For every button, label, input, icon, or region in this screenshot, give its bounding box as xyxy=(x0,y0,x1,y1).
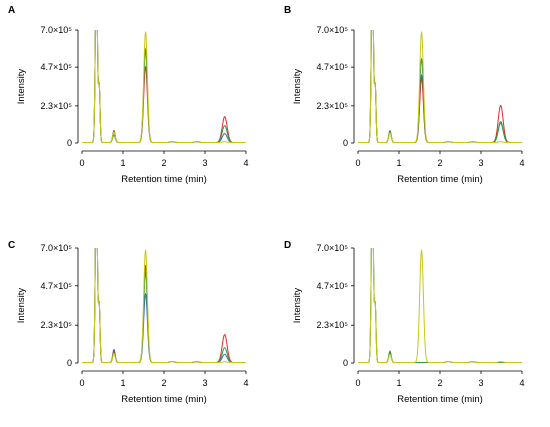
trace-series-2 xyxy=(357,248,523,364)
chart-panel-c: C 0 2.3×10⁵ 4.7×10⁵ 7.0×10⁵ 0 1 2 3 4 Retention ti… xyxy=(8,240,249,405)
y-axis-title: Intensity xyxy=(292,69,303,105)
panel-letter: C xyxy=(8,240,15,251)
panel-letter: B xyxy=(284,5,291,16)
x-tick-label: 0 xyxy=(79,158,84,168)
x-axis-title: Retention time (min) xyxy=(397,174,483,185)
panel-letter: D xyxy=(284,240,291,251)
x-tick-label: 1 xyxy=(120,378,125,388)
trace-series-4 xyxy=(81,30,247,144)
x-axis-title: Retention time (min) xyxy=(397,394,483,405)
x-tick-label: 3 xyxy=(202,158,207,168)
y-tick-label: 4.7×10⁵ xyxy=(40,62,72,72)
x-tick-label: 3 xyxy=(202,378,207,388)
y-tick-label: 7.0×10⁵ xyxy=(40,243,72,253)
y-tick-label: 7.0×10⁵ xyxy=(40,25,72,35)
x-tick-label: 2 xyxy=(161,158,166,168)
y-tick-label: 0 xyxy=(67,358,72,368)
trace-series-3 xyxy=(357,30,523,144)
y-tick-label: 4.7×10⁵ xyxy=(316,281,348,291)
x-axis-title: Retention time (min) xyxy=(121,174,207,185)
y-tick-label: 2.3×10⁵ xyxy=(316,101,348,111)
y-tick-label: 0 xyxy=(343,358,348,368)
y-axis-title: Intensity xyxy=(16,69,27,105)
trace-series-3 xyxy=(357,248,523,364)
trace-series-3 xyxy=(81,30,247,144)
trace-series-4 xyxy=(81,248,247,364)
y-tick-label: 0 xyxy=(343,138,348,148)
y-tick-label: 2.3×10⁵ xyxy=(316,320,348,330)
x-tick-label: 4 xyxy=(243,378,248,388)
chart-panel-d: D 0 2.3×10⁵ 4.7×10⁵ 7.0×10⁵ 0 1 2 3 4 Retention ti… xyxy=(284,240,525,405)
y-tick-label: 2.3×10⁵ xyxy=(40,320,72,330)
trace-series-4 xyxy=(357,30,523,144)
chart-panel-a: A 0 2.3×10⁵ 4.7×10⁵ 7.0×10⁵ 0 1 2 3 4 Retention ti… xyxy=(8,5,249,185)
x-tick-label: 1 xyxy=(120,158,125,168)
x-axis-title: Retention time (min) xyxy=(121,394,207,405)
y-axis-title: Intensity xyxy=(292,288,303,324)
y-tick-label: 4.7×10⁵ xyxy=(40,281,72,291)
y-tick-label: 2.3×10⁵ xyxy=(40,101,72,111)
x-tick-label: 2 xyxy=(437,158,442,168)
x-tick-label: 3 xyxy=(478,158,483,168)
trace-series-2 xyxy=(81,30,247,144)
x-tick-label: 1 xyxy=(396,378,401,388)
trace-series-3 xyxy=(81,248,247,364)
trace-series-1 xyxy=(357,248,523,364)
x-tick-label: 0 xyxy=(355,378,360,388)
trace-series-1 xyxy=(81,30,247,144)
x-tick-label: 4 xyxy=(519,378,524,388)
y-axis-title: Intensity xyxy=(16,288,27,324)
x-tick-label: 3 xyxy=(478,378,483,388)
y-tick-label: 4.7×10⁵ xyxy=(316,62,348,72)
trace-series-1 xyxy=(81,248,247,364)
trace-series-1 xyxy=(357,30,523,144)
x-tick-label: 2 xyxy=(437,378,442,388)
x-tick-label: 0 xyxy=(79,378,84,388)
y-tick-label: 7.0×10⁵ xyxy=(316,243,348,253)
chart-panel-b: B 0 2.3×10⁵ 4.7×10⁵ 7.0×10⁵ 0 1 2 3 4 Retention ti… xyxy=(284,5,525,185)
y-tick-label: 7.0×10⁵ xyxy=(316,25,348,35)
trace-series-2 xyxy=(357,30,523,144)
x-tick-label: 0 xyxy=(355,158,360,168)
y-tick-label: 0 xyxy=(67,138,72,148)
x-tick-label: 2 xyxy=(161,378,166,388)
panel-letter: A xyxy=(8,5,15,16)
x-tick-label: 4 xyxy=(519,158,524,168)
trace-series-2 xyxy=(81,248,247,364)
x-tick-label: 4 xyxy=(243,158,248,168)
x-tick-label: 1 xyxy=(396,158,401,168)
